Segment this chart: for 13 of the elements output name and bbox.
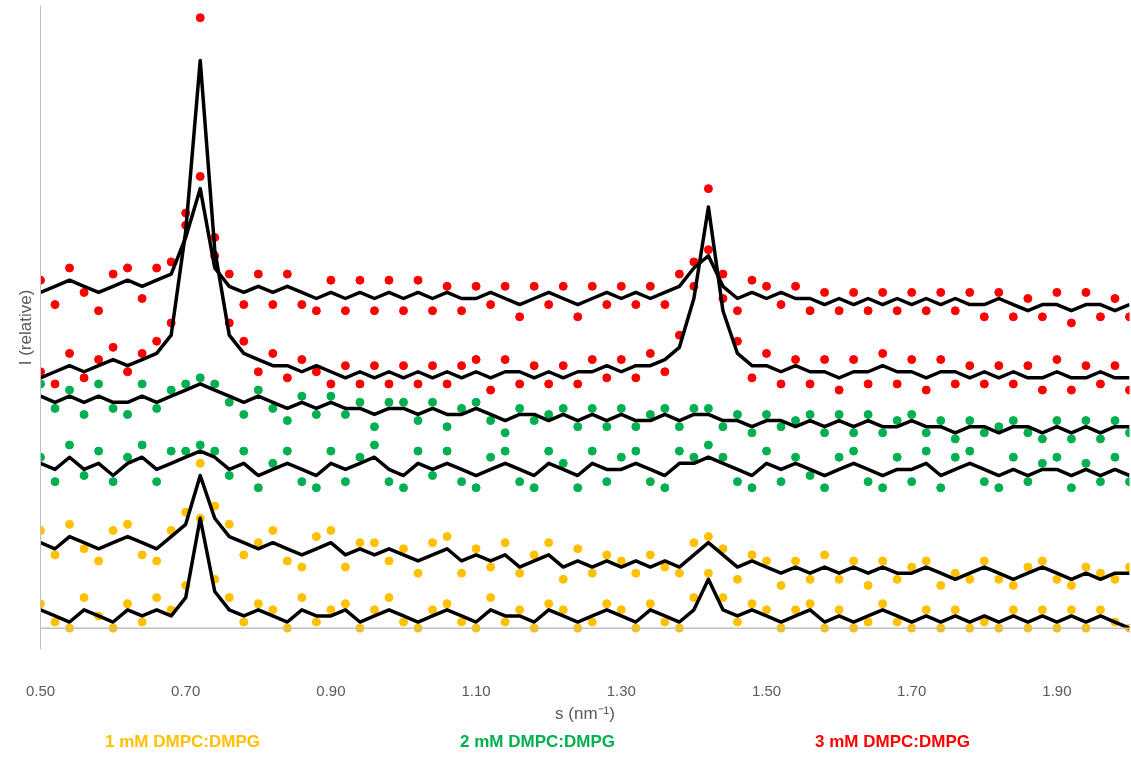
x-tick-label: 0.70 [171, 681, 201, 699]
text: 3 mM DMPC:DMPG [814, 731, 971, 753]
x-axis-title: s (nm⁻¹) [555, 703, 615, 723]
x-tick-label: 1.70 [897, 681, 927, 699]
x-tick-label: 1.90 [1042, 681, 1072, 699]
x-tick-label: 0.50 [25, 681, 56, 699]
text: 1 mM DMPC:DMPG [104, 731, 261, 753]
x-tick-label: 1.30 [606, 681, 636, 699]
y-axis-title: I (relative) [15, 289, 35, 366]
x-tick-label: 1.10 [461, 681, 491, 699]
x-tick-label: 0.90 [316, 681, 346, 699]
text: 2 mM DMPC:DMPG [459, 731, 616, 753]
x-tick-label: 1.50 [751, 681, 782, 699]
